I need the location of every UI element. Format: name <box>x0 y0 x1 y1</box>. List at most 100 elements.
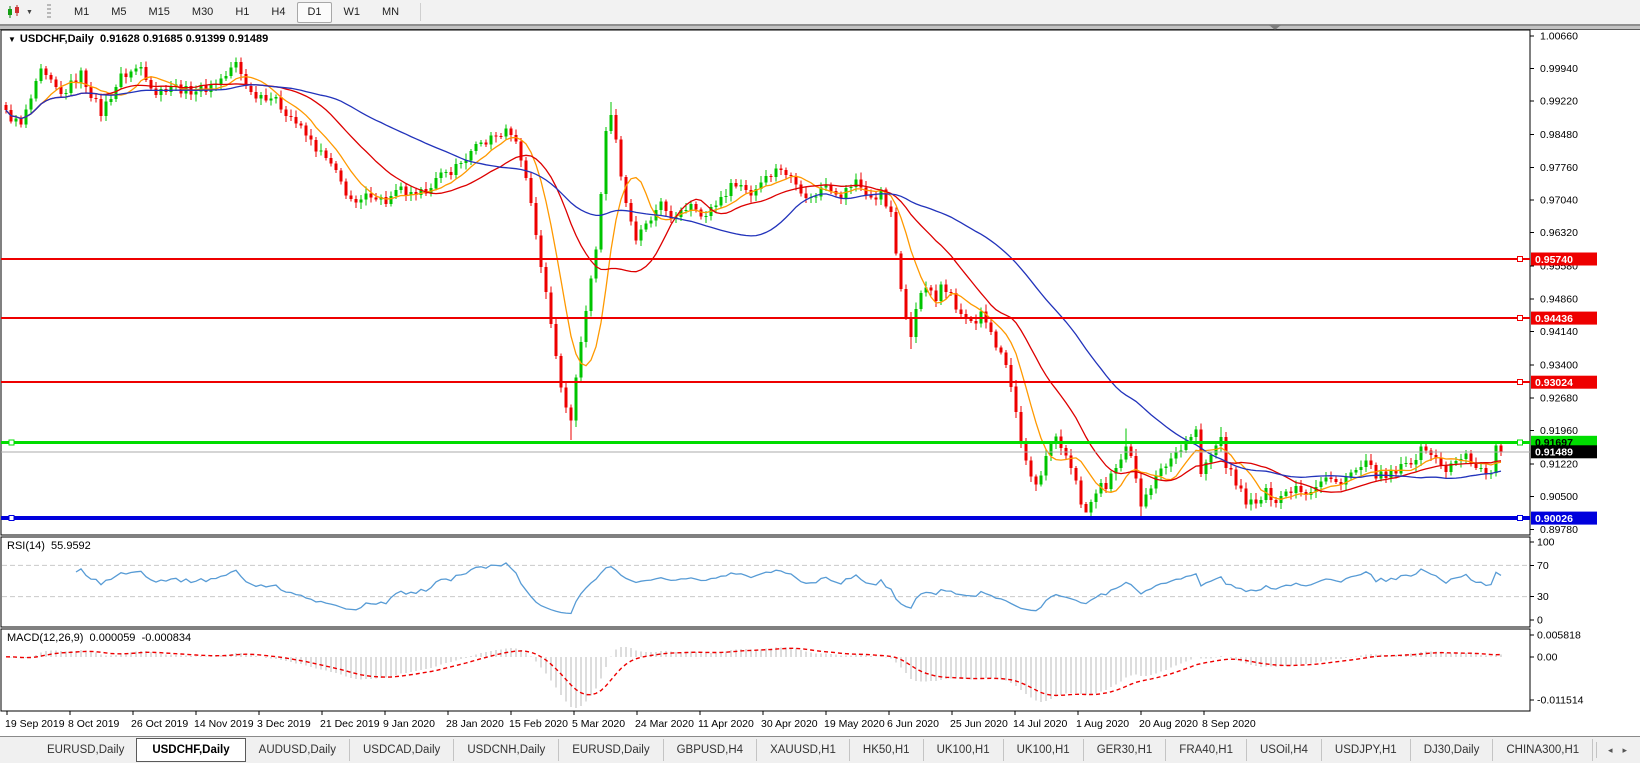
chart-tab-EURUSD-Daily[interactable]: EURUSD,Daily <box>47 744 125 756</box>
date-tick-label: 5 Mar 2020 <box>572 718 625 730</box>
level-0.94436-box <box>1531 311 1597 325</box>
date-tick-label: 6 Jun 2020 <box>887 718 939 730</box>
price-tick-label: 0.98480 <box>1540 129 1578 141</box>
timeframe-button-H4[interactable]: H4 <box>271 5 286 18</box>
candles-layer <box>4 57 1503 521</box>
chart-tab-HK50-H1[interactable]: HK50,H1 <box>848 739 923 761</box>
timeframe-button-H1[interactable]: H1 <box>235 5 250 18</box>
price-tick-label: 0.91220 <box>1540 459 1578 471</box>
chart-tab-CHINA300-H1[interactable]: CHINA300,H1 <box>1492 739 1592 761</box>
window-separator-mid <box>0 26 1640 29</box>
chart-dropdown-icon[interactable]: ▼ <box>8 35 16 44</box>
macd-signal-line <box>5 647 1502 697</box>
chart-tab-USOil-H4[interactable]: USOil,H4 <box>1245 739 1321 761</box>
timeframe-button-M30[interactable]: M30 <box>191 5 214 18</box>
date-tick-label: 8 Oct 2019 <box>68 718 120 730</box>
date-tick-label: 26 Oct 2019 <box>131 718 188 730</box>
level-handle <box>1517 256 1523 262</box>
date-tick-label: 9 Jan 2020 <box>383 718 435 730</box>
price-tick-label: 0.99220 <box>1540 96 1578 108</box>
price-tick-label: 0.96320 <box>1540 227 1578 239</box>
macd-signal-value: -0.000834 <box>141 632 192 644</box>
date-tick-label: 14 Nov 2019 <box>194 718 254 730</box>
chart-symbol-label: USDCHF,Daily <box>19 33 94 45</box>
level-0.93024-label: 0.93024 <box>1535 377 1573 389</box>
price-tick-label: 0.92680 <box>1540 392 1578 404</box>
rsi-tick-label: 70 <box>1537 560 1549 572</box>
level-handle <box>1517 315 1523 322</box>
tab-scroll-controls: ◂ ▸ <box>1595 742 1638 758</box>
chart-tab-AUDUSD-Daily[interactable]: AUDUSD,Daily <box>258 744 336 756</box>
level-0.93024-box <box>1531 375 1597 389</box>
macd-name: MACD(12,26,9) <box>7 632 84 644</box>
chart-tab-XAUUSD-H1[interactable]: XAUUSD,H1 <box>756 739 849 761</box>
rsi-indicator-label: RSI(14) 55.9592 <box>7 540 91 552</box>
timeframe-button-D1[interactable]: D1 <box>297 1 332 23</box>
level-handle <box>1517 379 1523 386</box>
moving-average-line-8 <box>5 75 1502 500</box>
chart-tab-UK100-H1[interactable]: UK100,H1 <box>922 739 1003 761</box>
candlestick-chart-icon[interactable] <box>4 4 24 20</box>
date-tick-label: 25 Jun 2020 <box>950 718 1008 730</box>
price-tick-label: 0.89780 <box>1540 524 1578 536</box>
level-0.90026-label: 0.90026 <box>1535 513 1573 525</box>
date-tick-label: 20 Aug 2020 <box>1139 718 1198 730</box>
level-handle-left <box>8 439 15 446</box>
price-tick-label: 0.91960 <box>1540 425 1578 437</box>
price-tick-label: 0.97760 <box>1540 162 1578 174</box>
timeframe-button-group: M1 M5 M15 M30 H1 H4 D1 W1 MN <box>63 0 410 24</box>
chart-type-dropdown-icon[interactable]: ▼ <box>26 8 33 16</box>
price-tick-label: 0.93400 <box>1540 360 1578 372</box>
chart-tab-USOil-H1[interactable]: USOil,H1 <box>1592 739 1596 761</box>
date-tick-label: 15 Feb 2020 <box>509 718 568 730</box>
chart-tab-bar: EURUSD,Daily USDCHF,Daily AUDUSD,Daily USDC… <box>0 736 1640 763</box>
rsi-line <box>75 562 1502 615</box>
macd-tick-label: 0.005818 <box>1537 630 1581 642</box>
rsi-value: 55.9592 <box>51 540 91 552</box>
current-price-label: 0.91489 <box>1535 447 1573 459</box>
chart-tab-USDCHF-Daily[interactable]: USDCHF,Daily <box>136 738 246 762</box>
chart-tab-GER30-H1[interactable]: GER30,H1 <box>1082 739 1166 761</box>
current-price-box <box>1531 445 1597 459</box>
rsi-pane <box>0 536 1531 628</box>
macd-pane <box>0 628 1531 712</box>
date-tick-label: 19 Sep 2019 <box>5 718 65 730</box>
timeframe-button-M5[interactable]: M5 <box>111 5 127 18</box>
window-separator <box>0 24 1640 26</box>
timeframe-button-W1[interactable]: W1 <box>343 5 361 18</box>
price-tick-label: 0.97040 <box>1540 195 1578 207</box>
date-tick-label: 30 Apr 2020 <box>761 718 818 730</box>
chart-title: ▼ USDCHF,Daily 0.91628 0.91685 0.91399 0.… <box>8 33 268 45</box>
level-handle-left <box>8 515 15 522</box>
chart-tab-USDJPY-H1[interactable]: USDJPY,H1 <box>1320 739 1410 761</box>
tabs-scroll-right-icon[interactable]: ▸ <box>1622 744 1627 755</box>
chart-tab-USDCAD-Daily[interactable]: USDCAD,Daily <box>348 739 453 761</box>
price-tick-label: 0.99940 <box>1540 63 1578 75</box>
chart-tab-USDCNH-Daily[interactable]: USDCNH,Daily <box>453 739 558 761</box>
level-0.90026-box <box>1531 511 1597 525</box>
chart-tab-UK100-H1[interactable]: UK100,H1 <box>1002 739 1083 761</box>
date-tick-label: 1 Aug 2020 <box>1076 718 1129 730</box>
date-tick-label: 19 May 2020 <box>824 718 885 730</box>
chart-canvas[interactable]: 1.00660 0.99940 0.99220 0.98480 0.97760 0.970… <box>0 0 1640 736</box>
date-tick-label: 14 Jul 2020 <box>1013 718 1067 730</box>
chart-tab-EURUSD-Daily[interactable]: EURUSD,Daily <box>558 739 662 761</box>
rsi-tick-label: 30 <box>1537 591 1549 603</box>
chart-tab-DJ30-Daily[interactable]: DJ30,Daily <box>1409 739 1493 761</box>
timeframe-button-M15[interactable]: M15 <box>148 5 170 18</box>
price-tick-label: 0.90500 <box>1540 491 1578 503</box>
toolbar-grip[interactable] <box>46 4 51 20</box>
timeframe-button-MN[interactable]: MN <box>382 5 400 18</box>
level-handle <box>1517 515 1523 522</box>
chart-tab-FRA40-H1[interactable]: FRA40,H1 <box>1165 739 1246 761</box>
chart-tab-GBPUSD-H4[interactable]: GBPUSD,H4 <box>662 739 756 761</box>
tabs-scroll-left-icon[interactable]: ◂ <box>1607 744 1613 755</box>
moving-average-line-45 <box>5 84 1502 480</box>
rsi-name: RSI(14) <box>7 540 45 552</box>
timeframe-button-M1[interactable]: M1 <box>73 5 90 18</box>
level-0.94436-label: 0.94436 <box>1535 313 1573 325</box>
chart-tabs: EURUSD,Daily USDCHF,Daily AUDUSD,Daily USDC… <box>34 737 1596 763</box>
rsi-tick-label: 0 <box>1537 615 1543 627</box>
chart-shift-marker-icon <box>1269 25 1281 30</box>
